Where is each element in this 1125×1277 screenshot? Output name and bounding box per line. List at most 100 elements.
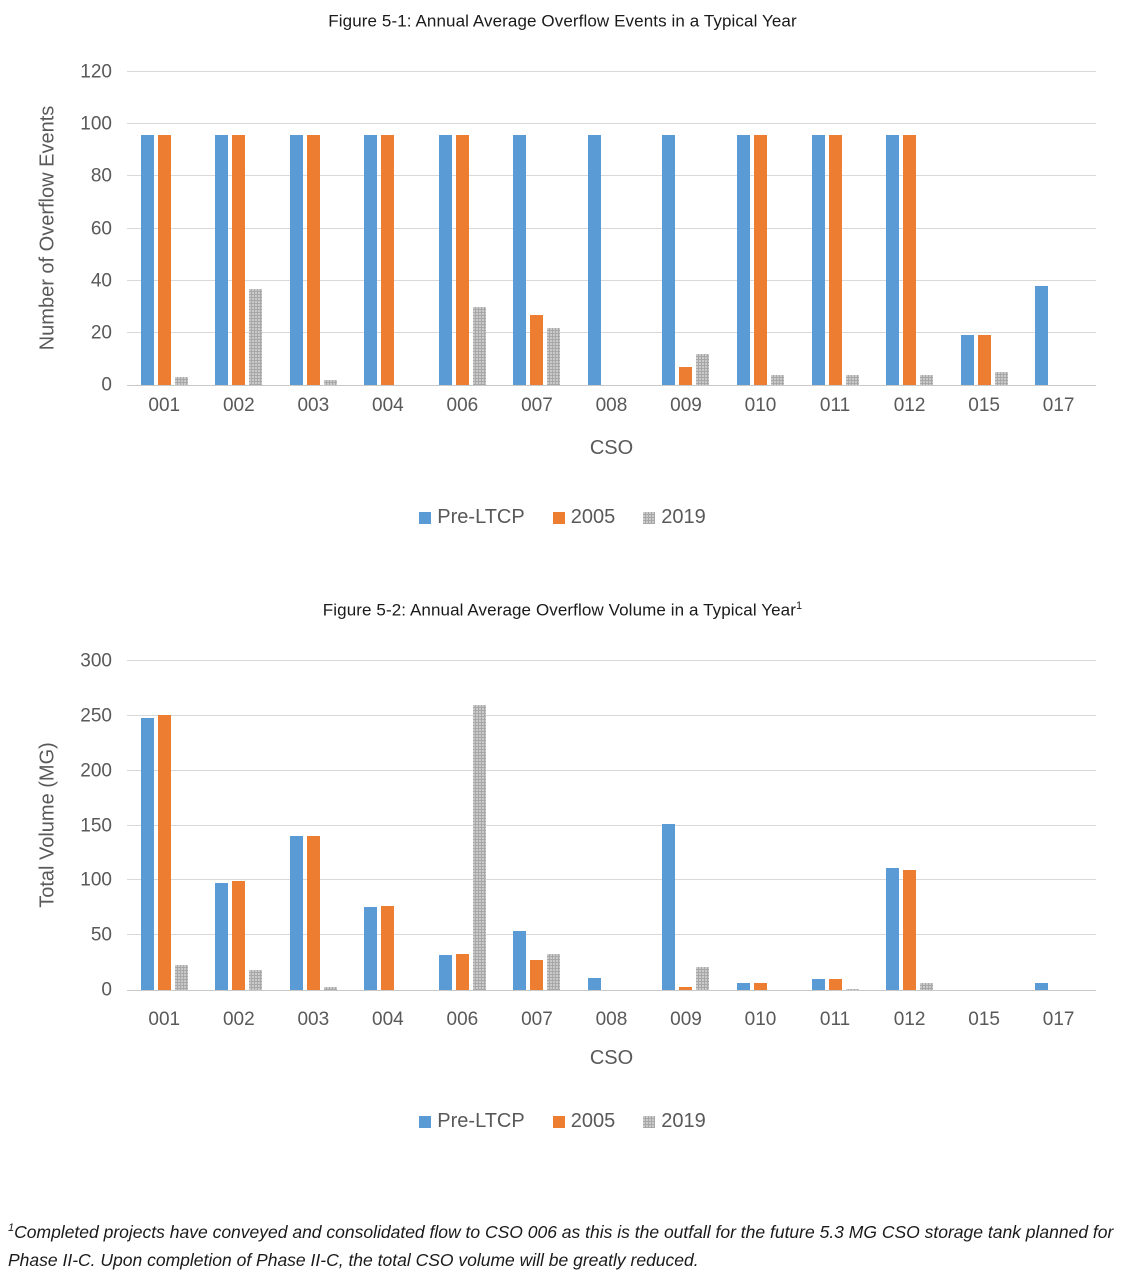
bar-group-004	[351, 72, 426, 385]
bar-pre-ltcp-001	[140, 134, 154, 385]
y-tick-label: 40	[90, 270, 112, 292]
y-tick-label: 80	[90, 165, 112, 187]
bar-2019-007	[547, 327, 561, 385]
bar-2005-009	[679, 986, 693, 990]
bar-pre-ltcp-006	[438, 954, 452, 990]
bar-2005-002	[232, 134, 246, 385]
bar-group-009	[649, 72, 724, 385]
bar-group-006	[425, 661, 500, 990]
gridline	[127, 934, 1096, 936]
footnote-text: Completed projects have conveyed and con…	[8, 1221, 1114, 1270]
bar-2019-010	[771, 374, 785, 385]
x-tick-label-006: 006	[446, 1009, 479, 1030]
bar-2005-007	[530, 960, 544, 990]
bar-group-009	[649, 661, 724, 990]
bar-2019-002	[249, 970, 263, 990]
bar-2019-003	[323, 379, 337, 385]
y-tick-label: 250	[80, 705, 112, 727]
x-tick-label-015: 015	[968, 395, 1000, 416]
bar-group-010	[723, 72, 798, 385]
bar-2019-009	[696, 353, 710, 385]
bar-2019-009	[696, 966, 710, 990]
bar-pre-ltcp-004	[364, 906, 378, 990]
figure-5-2-title-text: Figure 5-2: Annual Average Overflow Volu…	[322, 600, 796, 620]
figure-5-1-bar-groups	[127, 72, 1096, 385]
y-tick-label: 50	[90, 924, 112, 946]
legend-swatch-2019	[643, 511, 656, 524]
legend-label-2019: 2019	[661, 506, 706, 528]
x-tick-label-017: 017	[1042, 1009, 1075, 1030]
bar-2019-006	[472, 704, 486, 990]
bar-group-002	[202, 72, 277, 385]
gridline	[127, 879, 1096, 881]
bar-2005-003	[306, 836, 320, 990]
bar-pre-ltcp-008	[587, 134, 601, 385]
y-tick-label: 100	[80, 869, 112, 891]
legend-label-pre-ltcp: Pre-LTCP	[437, 1110, 525, 1132]
bar-pre-ltcp-012	[886, 134, 900, 385]
bar-pre-ltcp-017	[1035, 285, 1049, 385]
footnote-superscript: 1	[8, 1221, 15, 1234]
x-tick-label-010: 010	[744, 1009, 777, 1030]
x-tick-label-008: 008	[595, 395, 628, 416]
bar-pre-ltcp-017	[1035, 983, 1049, 990]
bar-pre-ltcp-012	[886, 868, 900, 990]
bar-2005-009	[679, 366, 693, 385]
bar-2019-001	[174, 377, 188, 385]
bar-group-004	[351, 661, 426, 990]
gridline	[127, 660, 1096, 661]
figure-5-1-y-tick-labels: 0 20 40 60 80 100 120	[0, 63, 112, 395]
x-tick-label-008: 008	[595, 1009, 628, 1030]
bar-2005-012	[903, 870, 917, 990]
bar-2005-010	[754, 983, 768, 990]
figure-5-2-title: Figure 5-2: Annual Average Overflow Volu…	[0, 600, 1125, 621]
figure-5-2-gridlines	[127, 660, 1096, 990]
x-tick-label-004: 004	[372, 395, 404, 416]
x-tick-label-017: 017	[1042, 395, 1075, 416]
x-tick-label-012: 012	[893, 395, 926, 416]
figure-5-2-legend: Pre-LTCP 2005 2019	[0, 1110, 1125, 1133]
bar-group-017	[1021, 72, 1096, 385]
legend-swatch-2019	[643, 1115, 656, 1128]
bar-2005-011	[828, 134, 842, 385]
x-tick-label-011: 011	[819, 395, 851, 416]
bar-group-012	[872, 661, 947, 990]
bar-pre-ltcp-004	[364, 134, 378, 385]
bar-2005-012	[903, 134, 917, 385]
bar-2019-006	[472, 306, 486, 385]
bar-group-007	[500, 72, 575, 385]
footnote: 1Completed projects have conveyed and co…	[8, 1218, 1118, 1275]
bar-pre-ltcp-011	[811, 134, 825, 385]
x-tick-label-003: 003	[297, 1009, 330, 1030]
x-tick-label-011: 011	[819, 1009, 851, 1030]
bar-pre-ltcp-002	[215, 882, 229, 990]
x-tick-label-012: 012	[893, 1009, 926, 1030]
bar-2005-010	[754, 134, 768, 385]
y-tick-label: 20	[90, 322, 112, 344]
x-tick-label-002: 002	[222, 395, 255, 416]
figure-5-1-title-text: Figure 5-1: Annual Average Overflow Even…	[328, 11, 797, 31]
gridline	[127, 123, 1096, 125]
bar-group-015	[947, 661, 1022, 990]
figure-5-2-y-tick-labels: 0 50 100 150 200 250 300	[0, 652, 112, 1000]
figure-5-1-title: Figure 5-1: Annual Average Overflow Even…	[0, 11, 1125, 32]
bar-2019-007	[547, 953, 561, 990]
bar-2005-002	[232, 881, 246, 990]
figure-5-1-legend: Pre-LTCP 2005 2019	[0, 506, 1125, 529]
bar-2019-015	[994, 371, 1008, 385]
figure-5-2-x-axis-title: CSO	[589, 1047, 634, 1069]
legend-item-2019: 2019	[643, 1110, 706, 1133]
bar-group-007	[500, 661, 575, 990]
bar-2005-004	[381, 905, 395, 990]
bar-pre-ltcp-009	[662, 134, 676, 385]
legend-item-2019: 2019	[643, 506, 706, 529]
bar-group-008	[574, 72, 649, 385]
gridline	[127, 824, 1096, 826]
bar-2005-006	[455, 134, 469, 385]
legend-item-pre-ltcp: Pre-LTCP	[419, 1110, 525, 1133]
figure-5-1-x-axis-title: CSO	[589, 437, 634, 459]
legend-label-2019: 2019	[661, 1110, 706, 1132]
bar-group-012	[872, 72, 947, 385]
bar-group-008	[574, 661, 649, 990]
x-tick-label-003: 003	[297, 395, 330, 416]
